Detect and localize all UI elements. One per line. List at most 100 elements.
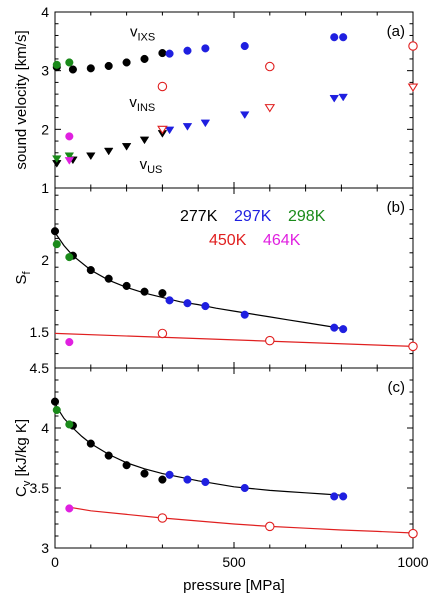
x-axis-label: pressure [MPa] bbox=[183, 577, 285, 594]
panel-2-point-277K bbox=[50, 397, 60, 406]
legend-entry-298K: 298K bbox=[288, 208, 326, 225]
panel-frames bbox=[54, 11, 414, 549]
panel-0-point-277K bbox=[103, 147, 114, 156]
panel-2-point-450K bbox=[408, 528, 418, 539]
panel-1-ytick-label: 1.5 bbox=[30, 324, 50, 340]
panel-0-point-450K bbox=[407, 83, 419, 93]
panel-1-point-297K bbox=[165, 296, 174, 305]
panel-1-point-297K bbox=[330, 323, 339, 332]
x-tick-label: 500 bbox=[222, 554, 246, 570]
panel-0-point-450K bbox=[157, 125, 168, 135]
panel-1-fit-450K bbox=[54, 332, 414, 347]
panel-1-point-464K bbox=[65, 338, 74, 347]
x-tick-label: 1000 bbox=[397, 554, 428, 570]
panel-2-ytick-label: 3 bbox=[41, 540, 49, 556]
panel-2-point-277K bbox=[86, 439, 95, 448]
panel-2-ytick-label: 4 bbox=[41, 420, 49, 436]
panel-0-point-277K bbox=[122, 58, 131, 67]
panel-0-letter: (a) bbox=[387, 23, 405, 40]
panel-1-ylabel: Sf bbox=[13, 271, 33, 285]
panel-0-ytick-label: 1 bbox=[41, 180, 49, 196]
panel-1-point-450K bbox=[157, 328, 168, 339]
panel-1-point-277K bbox=[104, 274, 113, 283]
panel-0-point-297K bbox=[165, 49, 174, 58]
panel-1-point-297K bbox=[201, 302, 210, 311]
panel-2-point-297K bbox=[339, 492, 348, 501]
panel-0-ylabel: sound velocity [km/s] bbox=[13, 30, 30, 169]
panel-1-point-277K bbox=[158, 289, 167, 298]
panel-1-point-298K bbox=[52, 240, 61, 249]
panel-1-point-277K bbox=[86, 266, 95, 275]
panel-0-point-297K bbox=[239, 111, 250, 120]
panel-0-ytick-label: 4 bbox=[41, 4, 49, 20]
panel-0-point-297K bbox=[200, 119, 211, 128]
panel-0-point-297K bbox=[339, 33, 348, 42]
panel-2-point-277K bbox=[104, 451, 113, 460]
panel-1-point-450K bbox=[408, 341, 418, 352]
panel-0-ytick-label: 3 bbox=[41, 63, 49, 79]
panel-0-point-297K bbox=[330, 33, 339, 42]
panel-0-point-298K bbox=[64, 152, 75, 161]
panel-0-annotation: vINS bbox=[129, 94, 155, 114]
x-tick-label: 0 bbox=[51, 554, 59, 570]
panel-2-point-464K bbox=[65, 504, 74, 513]
panel-2-ytick-label: 4.5 bbox=[30, 360, 50, 376]
panel-1-point-277K bbox=[140, 287, 149, 296]
panel-0-point-464K bbox=[64, 157, 75, 165]
panel-2-point-297K bbox=[201, 477, 210, 487]
panel-0-frame bbox=[54, 11, 414, 189]
panel-0-point-297K bbox=[201, 44, 210, 53]
panel-0-point-277K bbox=[104, 61, 113, 71]
panel-0-point-297K bbox=[164, 126, 175, 135]
panel-2-ytick-label: 3.5 bbox=[30, 480, 50, 496]
panel-1-point-277K bbox=[50, 227, 60, 236]
panel-2-fit-277K bbox=[54, 402, 345, 496]
panel-2-point-277K bbox=[158, 475, 167, 484]
panel-2-point-297K bbox=[240, 483, 249, 493]
panel-2-point-450K bbox=[265, 521, 275, 532]
panel-0-annotation: vIXS bbox=[130, 24, 155, 44]
legend-entry-277K: 277K bbox=[180, 208, 218, 225]
panel-1-point-450K bbox=[265, 335, 275, 346]
panel-0-point-464K bbox=[65, 132, 74, 141]
panel-0-point-298K bbox=[65, 58, 74, 67]
panel-1-letter: (b) bbox=[387, 199, 405, 216]
panel-2-ylabel: Cv [kJ/kg K] bbox=[13, 419, 33, 497]
panel-0-annotation: vUS bbox=[140, 156, 163, 176]
panel-0-point-277K bbox=[86, 152, 96, 161]
panel-0-point-450K bbox=[408, 41, 418, 51]
panel-0-point-277K bbox=[121, 143, 132, 151]
panel-2-point-298K bbox=[52, 405, 61, 415]
panel-2-point-297K bbox=[330, 492, 339, 501]
legend-entry-297K: 297K bbox=[234, 208, 272, 225]
panel-2-letter: (c) bbox=[388, 379, 406, 396]
panel-2-point-277K bbox=[122, 461, 131, 470]
panel-0-point-277K bbox=[158, 49, 167, 58]
panel-0-point-277K bbox=[86, 64, 95, 73]
panel-0-point-298K bbox=[52, 60, 61, 69]
panel-0-point-297K bbox=[329, 94, 339, 103]
panel-1-ytick-label: 2 bbox=[41, 252, 49, 268]
panel-2-point-297K bbox=[183, 475, 192, 484]
text-labels: 1 2 3 4 (a) sound velocity [km/s] vIXS vINS vUS 1… bbox=[13, 4, 429, 594]
data-marks bbox=[50, 33, 419, 539]
panel-0-point-297K bbox=[183, 46, 192, 55]
panel-2-point-277K bbox=[140, 469, 149, 478]
panel-2-point-297K bbox=[165, 470, 174, 479]
panel-1-point-277K bbox=[122, 281, 131, 290]
panel-0-point-450K bbox=[264, 104, 276, 113]
legend-entry-464K: 464K bbox=[263, 232, 301, 249]
panel-0-point-450K bbox=[265, 61, 275, 72]
panel-1-point-297K bbox=[339, 325, 348, 334]
panel-0-point-298K bbox=[52, 155, 62, 164]
legend-entry-450K: 450K bbox=[209, 232, 247, 249]
panel-0-point-277K bbox=[68, 65, 77, 74]
panel-2-point-450K bbox=[157, 513, 168, 523]
panel-1-point-297K bbox=[183, 299, 192, 308]
panel-0-point-450K bbox=[157, 81, 168, 92]
panel-0-point-277K bbox=[139, 136, 150, 145]
panel-0-point-277K bbox=[140, 54, 149, 63]
panel-0-point-297K bbox=[240, 41, 249, 51]
panel-1-point-298K bbox=[65, 253, 74, 262]
